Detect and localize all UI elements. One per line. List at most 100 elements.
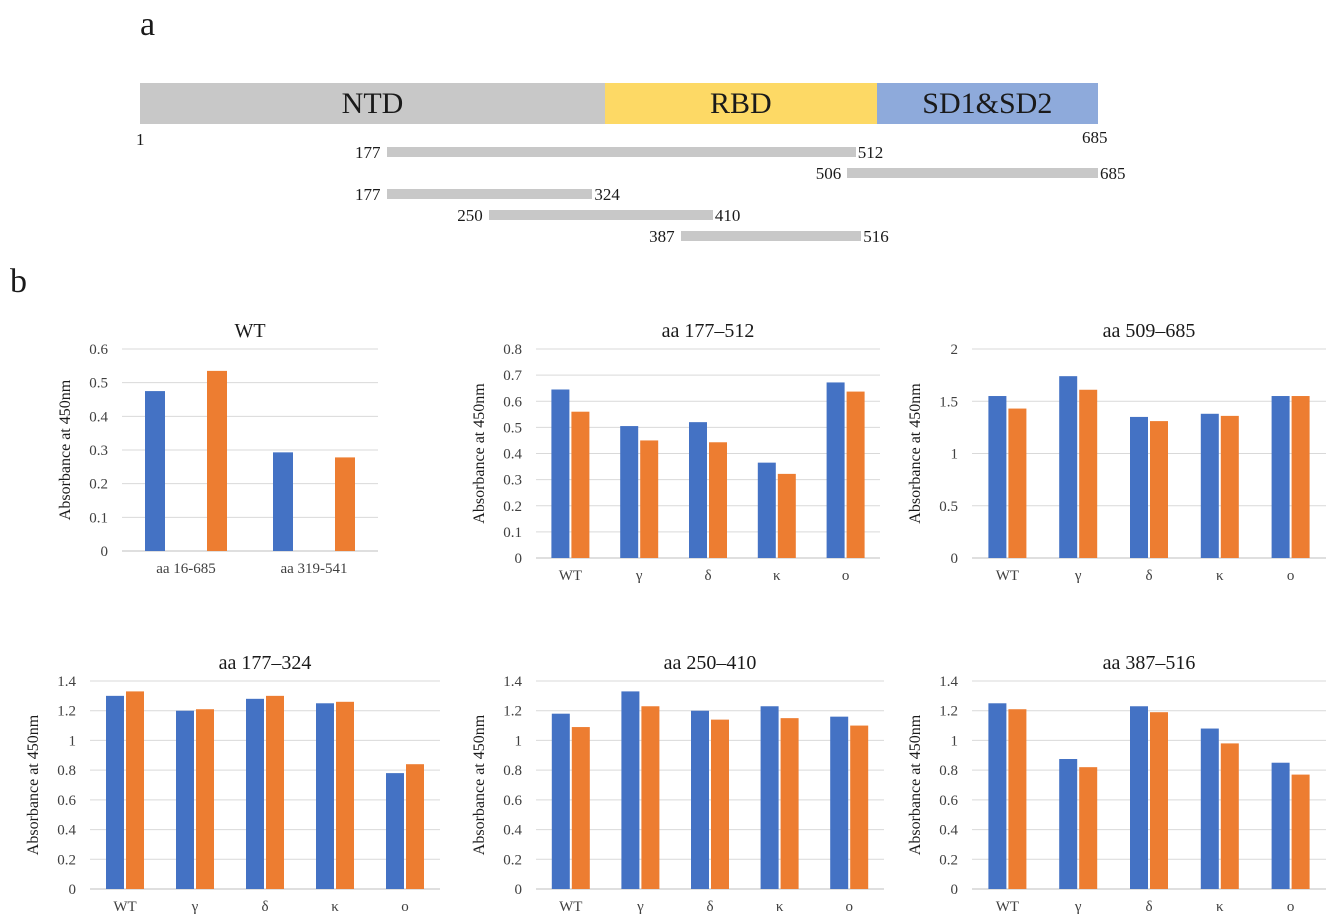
bar-series-1 xyxy=(620,426,639,558)
y-axis-label: Absorbance at 450nm xyxy=(471,714,488,855)
bar-series-1 xyxy=(246,698,264,889)
bar-series-1 xyxy=(1059,376,1078,558)
bar-series-2 xyxy=(336,701,354,889)
bar-series-2 xyxy=(1150,712,1168,889)
bar-series-1 xyxy=(757,462,776,558)
y-tick-label: 0.5 xyxy=(939,499,958,515)
x-tick-label: δ xyxy=(261,899,268,915)
y-tick-label: 0.7 xyxy=(503,368,522,384)
x-tick-label: aa 16-685 xyxy=(156,561,216,577)
y-tick-label: 0.2 xyxy=(57,852,76,868)
chart-aa-177-324: aa 177–324 0 0.2 0.4 0.6 0.8 1 1.2 1.4 Absorbance… xyxy=(25,652,440,915)
chart-title: aa 177–324 xyxy=(219,652,312,674)
bar-series-2 xyxy=(266,695,284,889)
bar-series-2 xyxy=(1220,415,1239,558)
y-tick-label: 1 xyxy=(69,733,77,749)
y-tick-label: 0.4 xyxy=(57,823,76,839)
y-tick-label: 0.1 xyxy=(503,525,522,541)
bar-series-1 xyxy=(1271,762,1290,889)
x-tick-label: δ xyxy=(1145,568,1152,584)
y-axis-label: Absorbance at 450nm xyxy=(471,383,488,524)
y-tick-label: 0.2 xyxy=(503,852,522,868)
chart-wt: WT 0 0.1 0.2 0.3 0.4 0.5 0.6 Absorbance at 450nm… xyxy=(57,320,378,577)
bar-series-2 xyxy=(640,440,659,558)
bar-series-1 xyxy=(1200,413,1219,558)
fragment-start-label: 250 xyxy=(457,206,483,225)
x-tick-label: γ xyxy=(191,899,199,915)
panel-letter-a: a xyxy=(140,6,156,43)
y-axis-label: Absorbance at 450nm xyxy=(25,714,42,855)
bar-series-1 xyxy=(145,391,165,551)
x-tick-label: κ xyxy=(331,899,339,915)
y-tick-label: 0 xyxy=(951,882,959,898)
y-tick-label: 0 xyxy=(515,882,523,898)
bar-series-2 xyxy=(641,706,660,889)
x-tick-label: δ xyxy=(706,899,713,915)
fragment-bar xyxy=(386,147,856,157)
x-tick-label: ο xyxy=(842,568,850,584)
x-tick-label: κ xyxy=(1216,568,1224,584)
y-tick-label: 0.3 xyxy=(89,443,108,459)
fragment-start-label: 387 xyxy=(649,227,675,246)
bar-series-2 xyxy=(780,718,799,889)
y-tick-label: 0 xyxy=(101,544,109,560)
y-tick-label: 1.4 xyxy=(503,674,522,690)
bar-series-2 xyxy=(571,411,590,558)
x-tick-label: ο xyxy=(845,899,853,915)
x-tick-label: κ xyxy=(773,568,781,584)
bar-series-2 xyxy=(1220,743,1239,889)
y-tick-label: 0.1 xyxy=(89,510,108,526)
chart-title: aa 387–516 xyxy=(1103,652,1196,674)
x-tick-label: WT xyxy=(996,568,1019,584)
bar-series-2 xyxy=(711,719,729,889)
x-tick-label: ο xyxy=(401,899,409,915)
fragment-end-label: 324 xyxy=(594,185,620,204)
bar-series-1 xyxy=(1271,396,1290,558)
y-tick-label: 1.5 xyxy=(939,394,958,410)
bar-series-1 xyxy=(1130,416,1148,558)
chart-title: aa 177–512 xyxy=(662,320,755,342)
bar-series-1 xyxy=(1200,728,1219,889)
y-tick-label: 0.3 xyxy=(503,473,522,489)
bar-series-2 xyxy=(406,764,424,889)
bar-series-1 xyxy=(176,710,194,889)
x-tick-label: ο xyxy=(1287,568,1295,584)
bar-series-2 xyxy=(126,691,144,889)
chart-aa-250-410: aa 250–410 0 0.2 0.4 0.6 0.8 1 1.2 1.4 Absorbance… xyxy=(471,652,884,915)
domain-start-label: 1 xyxy=(136,130,145,149)
bar-series-1 xyxy=(1130,706,1148,889)
bar-series-1 xyxy=(988,703,1007,889)
bar-series-1 xyxy=(273,452,293,551)
bar-series-1 xyxy=(551,389,570,558)
bar-series-1 xyxy=(621,691,640,889)
fragment-bar xyxy=(386,189,593,199)
bar-series-2 xyxy=(1079,389,1098,558)
x-tick-label: γ xyxy=(1074,568,1082,584)
y-tick-label: 1 xyxy=(951,733,959,749)
chart-aa-509-685: aa 509–685 0 0.5 1 1.5 2 Absorbance at 450nm WT… xyxy=(907,320,1326,584)
bar-series-1 xyxy=(830,716,849,889)
x-tick-label: WT xyxy=(113,899,136,915)
fragment-bar xyxy=(680,231,862,241)
y-tick-label: 0.4 xyxy=(89,409,108,425)
y-tick-label: 0.2 xyxy=(89,477,108,493)
bar-series-1 xyxy=(551,713,570,889)
panel-letter-b: b xyxy=(10,263,27,300)
bar-series-2 xyxy=(709,442,727,558)
bar-series-1 xyxy=(689,422,707,558)
y-tick-label: 0.8 xyxy=(939,763,958,779)
y-tick-label: 1.2 xyxy=(939,704,958,720)
bar-series-1 xyxy=(988,396,1007,558)
bar-series-2 xyxy=(1291,774,1310,889)
y-tick-label: 0.4 xyxy=(939,823,958,839)
y-tick-label: 0.2 xyxy=(503,499,522,515)
bar-series-2 xyxy=(846,391,865,558)
y-tick-label: 2 xyxy=(951,342,959,358)
domain-sd1-sd2: SD1&SD2 xyxy=(876,83,1098,124)
y-tick-label: 0 xyxy=(951,551,959,567)
y-tick-label: 0.6 xyxy=(57,793,76,809)
y-tick-label: 0 xyxy=(69,882,77,898)
domain-end-label: 685 xyxy=(1082,128,1108,147)
chart-title: WT xyxy=(234,320,265,342)
x-tick-label: κ xyxy=(776,899,784,915)
